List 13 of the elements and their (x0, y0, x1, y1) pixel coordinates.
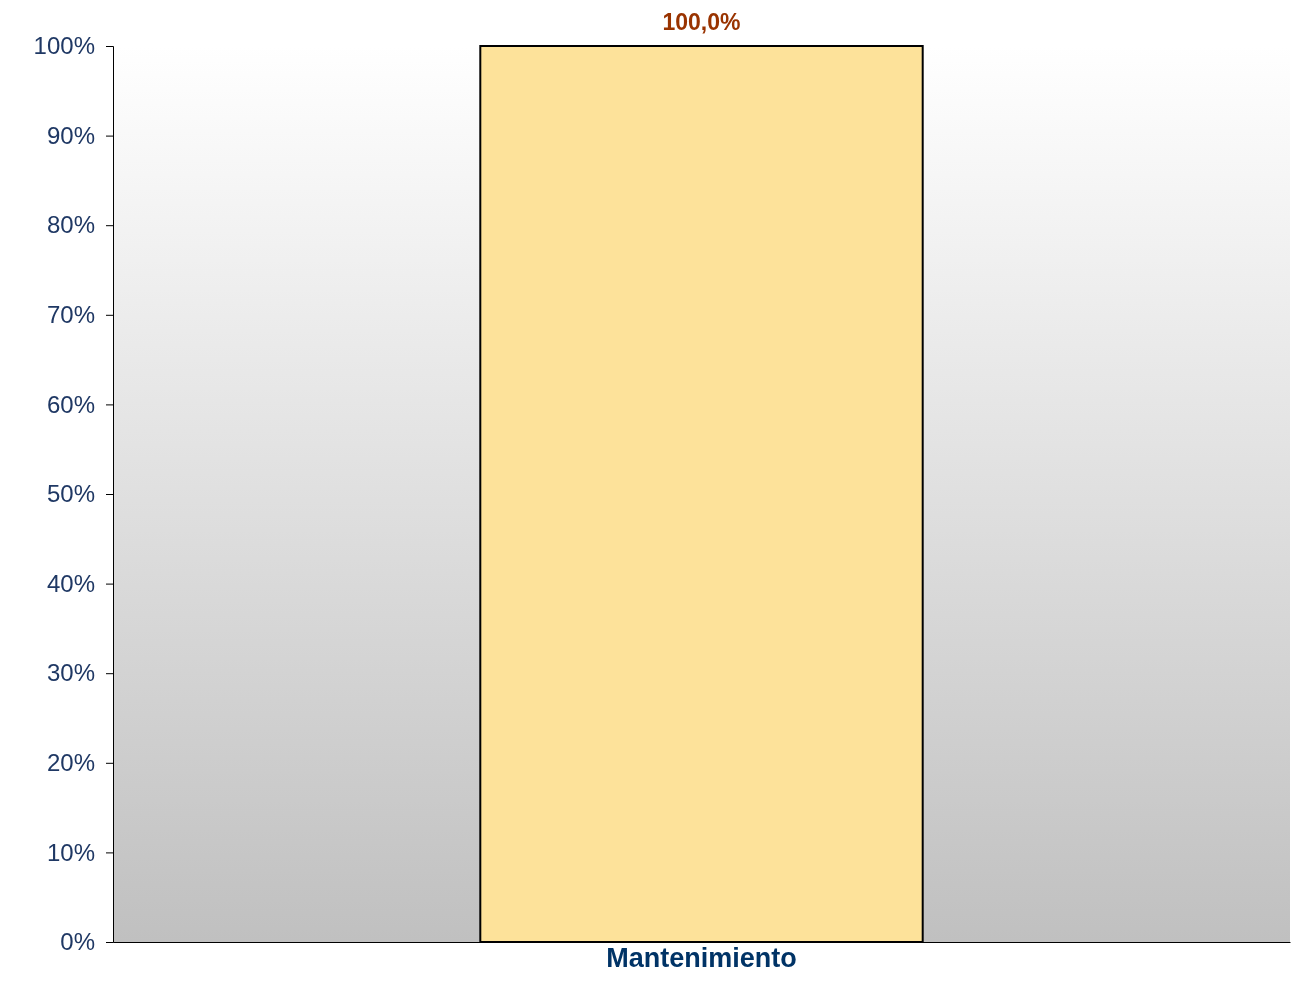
data-label: 100,0% (662, 9, 741, 35)
y-tick-label: 30% (46, 659, 95, 687)
y-tick-label: 20% (46, 748, 95, 776)
y-tick-label: 50% (46, 480, 95, 508)
y-tick-label: 0% (60, 928, 95, 956)
y-tick-label: 10% (46, 838, 95, 866)
y-tick-label: 70% (46, 300, 95, 328)
y-tick-label: 40% (46, 569, 95, 597)
y-tick-label: 100% (33, 32, 95, 60)
y-tick-label: 60% (46, 390, 95, 418)
y-tick-label: 90% (46, 121, 95, 149)
y-tick-label: 80% (46, 211, 95, 239)
x-tick-label: Mantenimiento (606, 943, 797, 973)
